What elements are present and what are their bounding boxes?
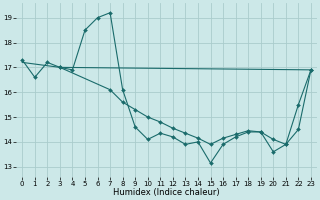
X-axis label: Humidex (Indice chaleur): Humidex (Indice chaleur) [113,188,220,197]
